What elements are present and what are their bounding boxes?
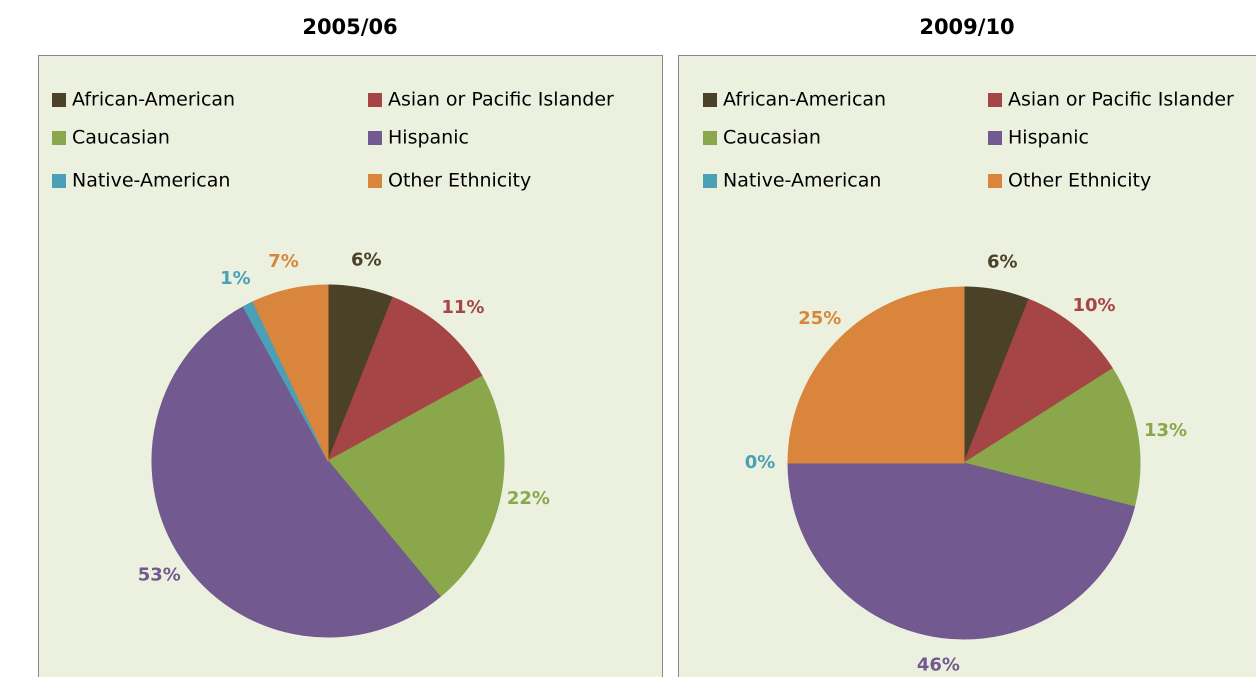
data-label: 10%	[1072, 295, 1115, 316]
pie-slice	[327, 375, 505, 598]
legend-label: Hispanic	[388, 127, 469, 149]
legend-swatch	[52, 93, 66, 107]
legend-label: African-American	[72, 89, 235, 111]
legend-swatch	[988, 93, 1002, 107]
legend-label: Native-American	[723, 170, 881, 192]
data-label: 25%	[798, 308, 841, 329]
legend-label: Native-American	[72, 170, 230, 192]
data-label: 13%	[1144, 420, 1187, 441]
legend-label: Caucasian	[72, 127, 170, 149]
legend-swatch	[988, 131, 1002, 145]
pie-slice	[252, 284, 329, 462]
legend-label: Asian or Pacific Islander	[388, 89, 614, 111]
legend-swatch	[703, 174, 717, 188]
legend-label: Other Ethnicity	[388, 170, 531, 192]
legend-label: Hispanic	[1008, 127, 1089, 149]
legend-swatch	[703, 93, 717, 107]
legend-label: Asian or Pacific Islander	[1008, 89, 1234, 111]
data-label: 6%	[351, 250, 382, 271]
data-label: 0%	[745, 452, 776, 473]
pie-slice	[962, 368, 1141, 508]
legend-swatch	[368, 174, 382, 188]
data-label: 7%	[268, 251, 299, 272]
data-label: 53%	[138, 565, 181, 586]
pie-slice	[787, 286, 965, 464]
legend-swatch	[368, 93, 382, 107]
legend-swatch	[703, 131, 717, 145]
legend-label: African-American	[723, 89, 886, 111]
data-label: 46%	[917, 654, 960, 675]
legend-swatch	[368, 131, 382, 145]
pie-slice	[327, 296, 483, 463]
chart-title: 2005/06	[302, 15, 397, 39]
legend-label: Other Ethnicity	[1008, 170, 1151, 192]
data-label: 1%	[220, 268, 251, 289]
data-label: 22%	[507, 488, 550, 509]
legend-swatch	[52, 174, 66, 188]
pie-slice	[962, 298, 1114, 465]
chart-title: 2009/10	[919, 15, 1014, 39]
data-label: 6%	[987, 252, 1018, 273]
legend-label: Caucasian	[723, 127, 821, 149]
pie-slice	[151, 306, 441, 638]
data-label: 11%	[441, 297, 484, 318]
pie-slice	[787, 462, 1136, 640]
legend-swatch	[988, 174, 1002, 188]
legend-swatch	[52, 131, 66, 145]
